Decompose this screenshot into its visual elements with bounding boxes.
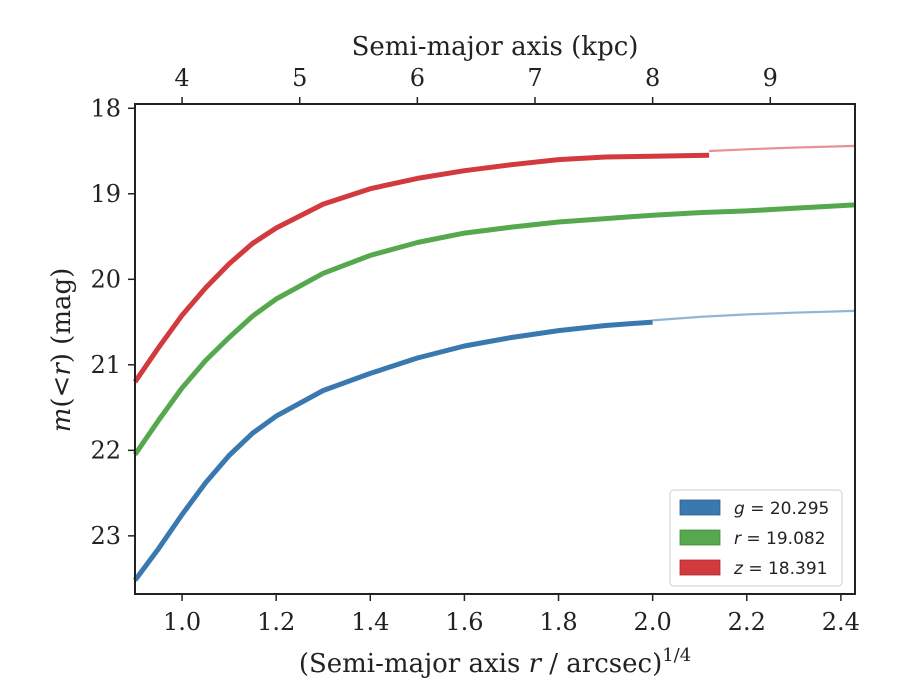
y-tick-label: 23: [90, 522, 121, 550]
y-tick-label: 18: [90, 94, 121, 122]
y-axis-label: m(<r) (mag): [47, 268, 77, 433]
series-line-z: [132, 152, 710, 384]
top-tick-label: 9: [763, 64, 778, 92]
legend-swatch-z: [679, 559, 721, 576]
legend-swatch-g: [679, 499, 721, 516]
x-tick-label: 1.2: [257, 608, 295, 636]
x-tick-label: 1.6: [445, 608, 483, 636]
top-axis-label: Semi-major axis (kpc): [352, 32, 639, 62]
x-tick-label: 1.0: [163, 608, 201, 636]
legend-label-r: r = 19.082: [734, 529, 826, 549]
top-tick-label: 5: [292, 64, 307, 92]
legend-label-g: g = 20.295: [734, 499, 829, 519]
y-tick-label: 19: [90, 180, 121, 208]
y-tick-label: 21: [90, 351, 121, 379]
x-tick-label: 1.4: [351, 608, 389, 636]
x-tick-label: 2.4: [822, 608, 860, 636]
legend-label-z: z = 18.391: [733, 559, 827, 579]
legend: g = 20.295 r = 19.082 z = 18.391: [669, 489, 843, 587]
plot-frame: [134, 103, 856, 595]
x-tick-label: 2.0: [634, 608, 672, 636]
model-line-g: [652, 309, 856, 322]
x-tick-label: 2.2: [728, 608, 766, 636]
x-tick-label: 1.8: [539, 608, 577, 636]
top-tick-label: 6: [410, 64, 425, 92]
series-line-g: [132, 319, 653, 582]
model-line-z: [709, 144, 856, 153]
legend-swatch-r: [679, 529, 721, 546]
top-tick-label: 7: [527, 64, 542, 92]
y-tick-label: 22: [90, 436, 121, 464]
series-line-r: [132, 202, 856, 457]
y-tick-label: 20: [90, 265, 121, 293]
top-tick-label: 8: [645, 64, 660, 92]
x-axis-label: (Semi-major axis r / arcsec)1/4: [299, 645, 691, 679]
top-tick-label: 4: [174, 64, 189, 92]
